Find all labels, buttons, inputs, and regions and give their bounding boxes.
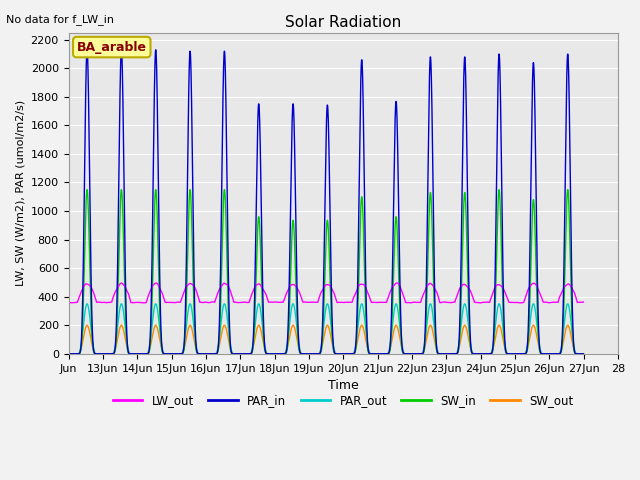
PAR_out [385, 348, 393, 353]
SW_out [175, 351, 183, 357]
PAR_out [376, 351, 384, 357]
LW_out [579, 299, 587, 305]
LW_out [531, 281, 539, 287]
LW_out [385, 292, 393, 298]
SW_in [385, 350, 393, 356]
Line: PAR_in: PAR_in [68, 50, 584, 354]
PAR_in [580, 351, 588, 357]
Line: SW_in: SW_in [68, 190, 584, 354]
SW_in [175, 351, 183, 357]
LW_out [393, 280, 401, 286]
SW_out [531, 324, 538, 330]
SW_out [385, 349, 393, 355]
SW_in [579, 351, 587, 357]
PAR_out [531, 304, 538, 310]
Line: SW_out: SW_out [68, 325, 584, 354]
PAR_in [579, 351, 587, 357]
SW_out [580, 351, 588, 357]
LW_out [476, 300, 484, 306]
PAR_in [531, 92, 538, 97]
PAR_in [175, 351, 183, 357]
SW_in [376, 351, 384, 357]
PAR_in [385, 350, 393, 356]
LW_out [580, 299, 588, 305]
Legend: LW_out, PAR_in, PAR_out, SW_in, SW_out: LW_out, PAR_in, PAR_out, SW_in, SW_out [108, 390, 578, 412]
X-axis label: Time: Time [328, 379, 358, 392]
PAR_out [580, 351, 588, 357]
SW_out [376, 351, 384, 357]
PAR_in [376, 351, 384, 357]
LW_out [209, 299, 216, 305]
SW_in [209, 351, 216, 357]
SW_in [65, 351, 72, 357]
PAR_out [579, 351, 587, 357]
PAR_out [209, 351, 216, 357]
Line: PAR_out: PAR_out [68, 304, 584, 354]
SW_out [65, 351, 72, 357]
PAR_in [209, 351, 216, 357]
Y-axis label: LW, SW (W/m2), PAR (umol/m2/s): LW, SW (W/m2), PAR (umol/m2/s) [15, 100, 25, 286]
PAR_out [65, 351, 72, 357]
LW_out [175, 299, 182, 305]
PAR_in [65, 351, 72, 357]
PAR_out [175, 351, 183, 357]
SW_in [152, 187, 159, 192]
SW_out [152, 323, 159, 328]
LW_out [376, 300, 383, 305]
SW_in [531, 214, 538, 219]
LW_out [65, 299, 72, 305]
Title: Solar Radiation: Solar Radiation [285, 15, 401, 30]
Text: No data for f_LW_in: No data for f_LW_in [6, 14, 115, 25]
SW_out [209, 351, 216, 357]
PAR_out [152, 301, 159, 307]
PAR_in [152, 47, 159, 53]
SW_out [579, 351, 587, 357]
Line: LW_out: LW_out [68, 283, 584, 303]
Text: BA_arable: BA_arable [77, 41, 147, 54]
SW_in [580, 351, 588, 357]
